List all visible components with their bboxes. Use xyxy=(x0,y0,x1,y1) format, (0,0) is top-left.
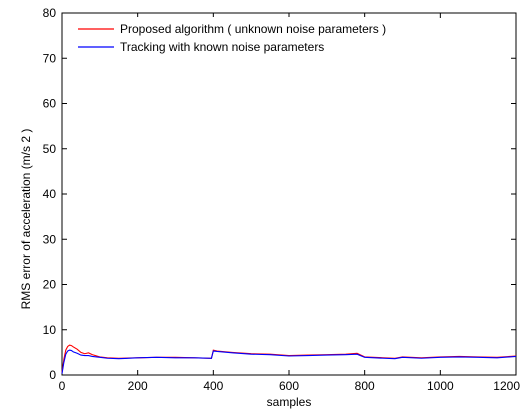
y-tick-label: 60 xyxy=(43,97,57,111)
legend-label-proposed: Proposed algorithm ( unknown noise param… xyxy=(120,22,386,36)
y-tick-label: 40 xyxy=(43,187,57,201)
x-tick-label: 1200 xyxy=(493,379,520,393)
y-tick-label: 10 xyxy=(43,323,57,337)
legend-box xyxy=(68,17,398,61)
series-line-known xyxy=(61,349,517,374)
y-axis-title: RMS error of acceleration (m/s 2 ) xyxy=(19,129,33,310)
plot-area xyxy=(61,12,517,376)
y-tick-label: 50 xyxy=(43,142,57,156)
y-tick-label: 80 xyxy=(43,6,57,20)
x-tick-label: 200 xyxy=(128,379,148,393)
x-tick-label: 800 xyxy=(355,379,375,393)
legend: Proposed algorithm ( unknown noise param… xyxy=(68,17,398,61)
y-tick-label: 30 xyxy=(43,232,57,246)
x-tick-label: 1000 xyxy=(427,379,454,393)
y-tick-label: 0 xyxy=(49,368,56,382)
y-axis: 0 10 20 30 40 50 60 70 80 xyxy=(43,6,516,382)
x-tick-label: 600 xyxy=(279,379,299,393)
legend-label-known: Tracking with known noise parameters xyxy=(120,40,324,54)
x-tick-label: 400 xyxy=(203,379,223,393)
x-tick-label: 0 xyxy=(59,379,66,393)
x-axis: 0 200 400 600 800 1000 1200 xyxy=(59,13,520,393)
y-tick-label: 20 xyxy=(43,278,57,292)
series-layer xyxy=(61,344,517,374)
x-axis-title: samples xyxy=(267,395,312,409)
y-tick-label: 70 xyxy=(43,51,57,65)
